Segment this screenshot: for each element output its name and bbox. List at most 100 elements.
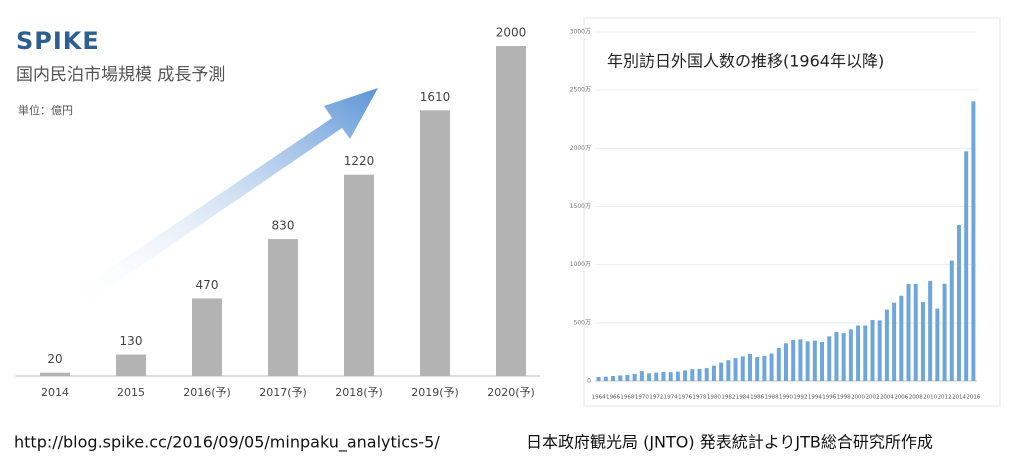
x-tick-label: 2004 xyxy=(880,395,894,401)
x-tick-label: 1984 xyxy=(736,395,750,401)
bar xyxy=(798,339,803,381)
x-tick-label: 1972 xyxy=(649,395,663,401)
bar xyxy=(784,343,788,381)
bar xyxy=(913,283,918,381)
bar xyxy=(834,331,839,381)
bar xyxy=(647,373,652,381)
x-tick-label: 1982 xyxy=(721,395,735,401)
x-tick-label: 1966 xyxy=(606,395,620,401)
y-tick-label: 3000万 xyxy=(570,29,591,36)
bar xyxy=(971,101,976,382)
data-label: 1610 xyxy=(420,90,451,104)
bar xyxy=(920,302,925,381)
bar xyxy=(856,325,861,381)
bar xyxy=(690,369,695,381)
bar xyxy=(719,362,724,381)
source-url: http://blog.spike.cc/2016/09/05/minpaku_… xyxy=(14,433,440,453)
data-label: 470 xyxy=(196,278,219,292)
x-tick-label: 1978 xyxy=(693,395,707,401)
bar xyxy=(769,353,774,381)
bar xyxy=(675,371,680,381)
bar xyxy=(697,368,702,381)
bar xyxy=(827,336,832,381)
x-tick-label: 1988 xyxy=(765,395,779,401)
chart-title: 国内民泊市場規模 成長予測 xyxy=(16,65,225,85)
bar xyxy=(906,283,911,381)
x-tick-label: 2018(予) xyxy=(335,386,383,399)
bar xyxy=(683,370,688,381)
data-label: 130 xyxy=(120,334,143,348)
bar xyxy=(747,353,752,381)
bar xyxy=(726,360,731,381)
data-label: 2000 xyxy=(496,26,527,40)
x-tick-label: 2000 xyxy=(851,395,865,401)
x-tick-label: 2012 xyxy=(938,395,952,401)
unit-note: 単位：億円 xyxy=(18,103,73,117)
bar xyxy=(935,308,940,381)
bar xyxy=(618,375,623,381)
x-tick-label: 1968 xyxy=(620,395,634,401)
data-label: 20 xyxy=(47,352,62,366)
x-tick-label: 1964 xyxy=(592,395,606,401)
bar xyxy=(863,325,868,381)
bar xyxy=(870,320,875,381)
bar xyxy=(949,260,954,381)
bar xyxy=(668,372,673,381)
x-tick-label: 1990 xyxy=(779,395,793,401)
x-tick-label: 2016(予) xyxy=(183,386,231,399)
x-tick-label: 2008 xyxy=(909,395,923,401)
bar xyxy=(654,372,659,381)
bar xyxy=(848,329,853,381)
bar xyxy=(40,372,70,376)
x-tick-label: 2017(予) xyxy=(259,386,307,399)
bar xyxy=(192,298,222,376)
x-tick-label: 1970 xyxy=(635,395,649,401)
y-tick-label: 500万 xyxy=(574,319,591,326)
bar xyxy=(603,376,608,381)
bar xyxy=(899,295,904,381)
bar xyxy=(661,371,666,381)
x-tick-label: 1994 xyxy=(808,395,822,401)
data-label: 1220 xyxy=(344,154,375,168)
y-tick-label: 2500万 xyxy=(570,87,591,94)
bar xyxy=(740,356,745,381)
bar xyxy=(928,280,933,381)
x-tick-label: 1980 xyxy=(707,395,721,401)
y-tick-label: 2000万 xyxy=(570,145,591,152)
brand: SPIKE xyxy=(16,27,100,55)
x-tick-label: 2015 xyxy=(117,386,145,399)
bar xyxy=(820,342,825,381)
bar xyxy=(877,320,882,381)
x-tick-label: 2019(予) xyxy=(411,386,459,399)
bar xyxy=(762,355,767,381)
bar xyxy=(632,373,637,381)
bar xyxy=(344,174,374,376)
bar xyxy=(956,224,961,381)
bar xyxy=(942,283,947,381)
bar xyxy=(704,368,709,381)
bar xyxy=(625,374,630,381)
x-tick-label: 1976 xyxy=(678,395,692,401)
source-note: 日本政府観光局 (JNTO) 発表統計よりJTB総合研究所作成 xyxy=(526,433,933,452)
bar xyxy=(711,365,716,381)
x-tick-label: 2010 xyxy=(923,395,937,401)
bar xyxy=(596,376,601,381)
bar xyxy=(791,339,796,381)
data-label: 830 xyxy=(272,219,295,233)
x-tick-label: 1996 xyxy=(822,395,836,401)
bar xyxy=(611,375,616,381)
y-tick-label: 1500万 xyxy=(570,203,591,210)
bar xyxy=(776,347,781,381)
growth-arrow xyxy=(66,88,378,310)
bar xyxy=(733,358,738,381)
bar xyxy=(420,110,450,376)
bar xyxy=(116,354,146,376)
x-tick-label: 2014 xyxy=(41,386,69,399)
bar xyxy=(841,333,846,381)
bar xyxy=(496,46,526,376)
x-tick-label: 2016 xyxy=(966,395,980,401)
x-tick-label: 2014 xyxy=(952,395,966,401)
x-tick-label: 2020(予) xyxy=(487,386,535,399)
x-tick-label: 1992 xyxy=(793,395,807,401)
bar xyxy=(964,151,969,381)
